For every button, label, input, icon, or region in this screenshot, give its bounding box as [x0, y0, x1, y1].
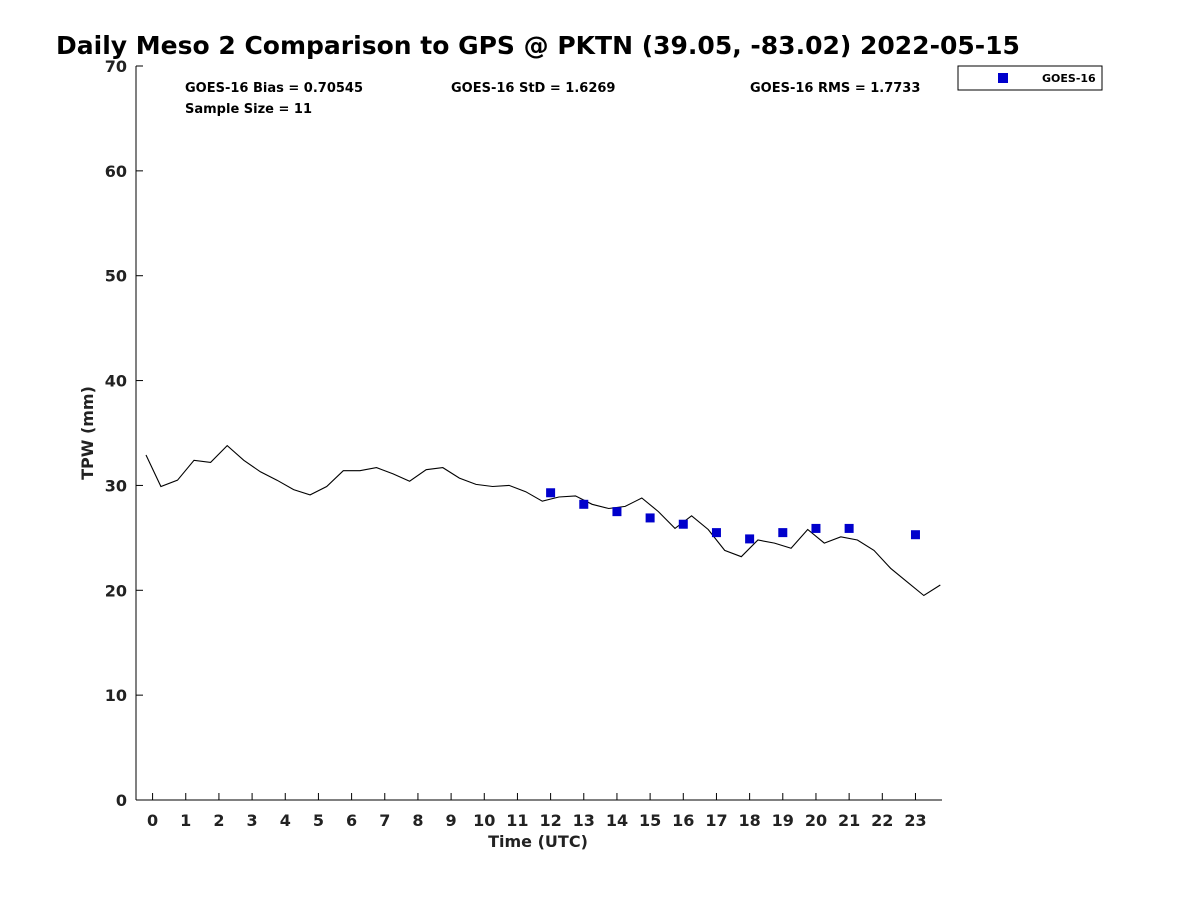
x-tick-label: 3	[247, 811, 258, 830]
chart-title: Daily Meso 2 Comparison to GPS @ PKTN (3…	[56, 31, 1020, 60]
stat-bias: GOES-16 Bias = 0.70545	[185, 81, 363, 96]
x-tick-label: 4	[280, 811, 291, 830]
y-axis-ticks: 0 10 20 30 40 50 60 70	[105, 57, 143, 810]
goes-16-point	[711, 528, 721, 538]
legend-label-goes-16: GOES-16	[1042, 72, 1096, 85]
x-tick-label: 7	[379, 811, 390, 830]
x-tick-label: 18	[738, 811, 760, 830]
goes-16-point	[910, 530, 920, 540]
goes-16-point	[546, 488, 556, 498]
legend-marker-goes-16	[998, 73, 1008, 83]
y-tick-label: 70	[105, 57, 127, 76]
goes-16-point	[579, 499, 589, 509]
x-tick-label: 19	[772, 811, 794, 830]
x-tick-label: 22	[871, 811, 893, 830]
goes-16-point	[811, 523, 821, 533]
x-tick-label: 14	[606, 811, 628, 830]
legend: GOES-16	[957, 65, 1103, 91]
x-tick-label: 11	[506, 811, 528, 830]
goes-16-point	[844, 523, 854, 533]
goes-16-point	[745, 534, 755, 544]
y-tick-label: 0	[116, 791, 127, 810]
y-tick-label: 60	[105, 162, 127, 181]
y-tick-label: 50	[105, 267, 127, 286]
x-tick-label: 10	[473, 811, 495, 830]
stat-rms: GOES-16 RMS = 1.7733	[750, 81, 920, 96]
goes-16-point	[678, 519, 688, 529]
x-tick-label: 15	[639, 811, 661, 830]
goes-16-point	[612, 507, 622, 517]
x-tick-label: 8	[412, 811, 423, 830]
y-axis-label: TPW (mm)	[78, 386, 97, 480]
stat-std: GOES-16 StD = 1.6269	[451, 81, 615, 96]
x-tick-label: 17	[705, 811, 727, 830]
x-tick-label: 23	[904, 811, 926, 830]
stat-sample-size: Sample Size = 11	[185, 102, 312, 117]
y-tick-label: 10	[105, 686, 127, 705]
x-axis-ticks: 0 1 2 3 4 5 6 7 8 9 10 11 12 13 14 15 16 17 18 19 20 21 22 23	[147, 793, 927, 830]
plot-area	[135, 66, 942, 801]
x-tick-label: 13	[573, 811, 595, 830]
x-tick-label: 9	[446, 811, 457, 830]
x-tick-label: 20	[805, 811, 827, 830]
y-tick-label: 40	[105, 372, 127, 391]
x-tick-label: 16	[672, 811, 694, 830]
goes-16-point	[778, 528, 788, 538]
x-axis-label: Time (UTC)	[488, 832, 588, 851]
y-tick-label: 30	[105, 476, 127, 495]
goes-16-points	[546, 488, 920, 544]
x-tick-label: 12	[539, 811, 561, 830]
x-tick-label: 21	[838, 811, 860, 830]
x-tick-label: 0	[147, 811, 158, 830]
x-tick-label: 5	[313, 811, 324, 830]
y-tick-label: 20	[105, 581, 127, 600]
x-tick-label: 1	[180, 811, 191, 830]
goes-16-point	[645, 513, 655, 523]
legend-box	[957, 65, 1103, 91]
x-tick-label: 6	[346, 811, 357, 830]
gps-series-line	[145, 444, 941, 597]
x-tick-label: 2	[213, 811, 224, 830]
